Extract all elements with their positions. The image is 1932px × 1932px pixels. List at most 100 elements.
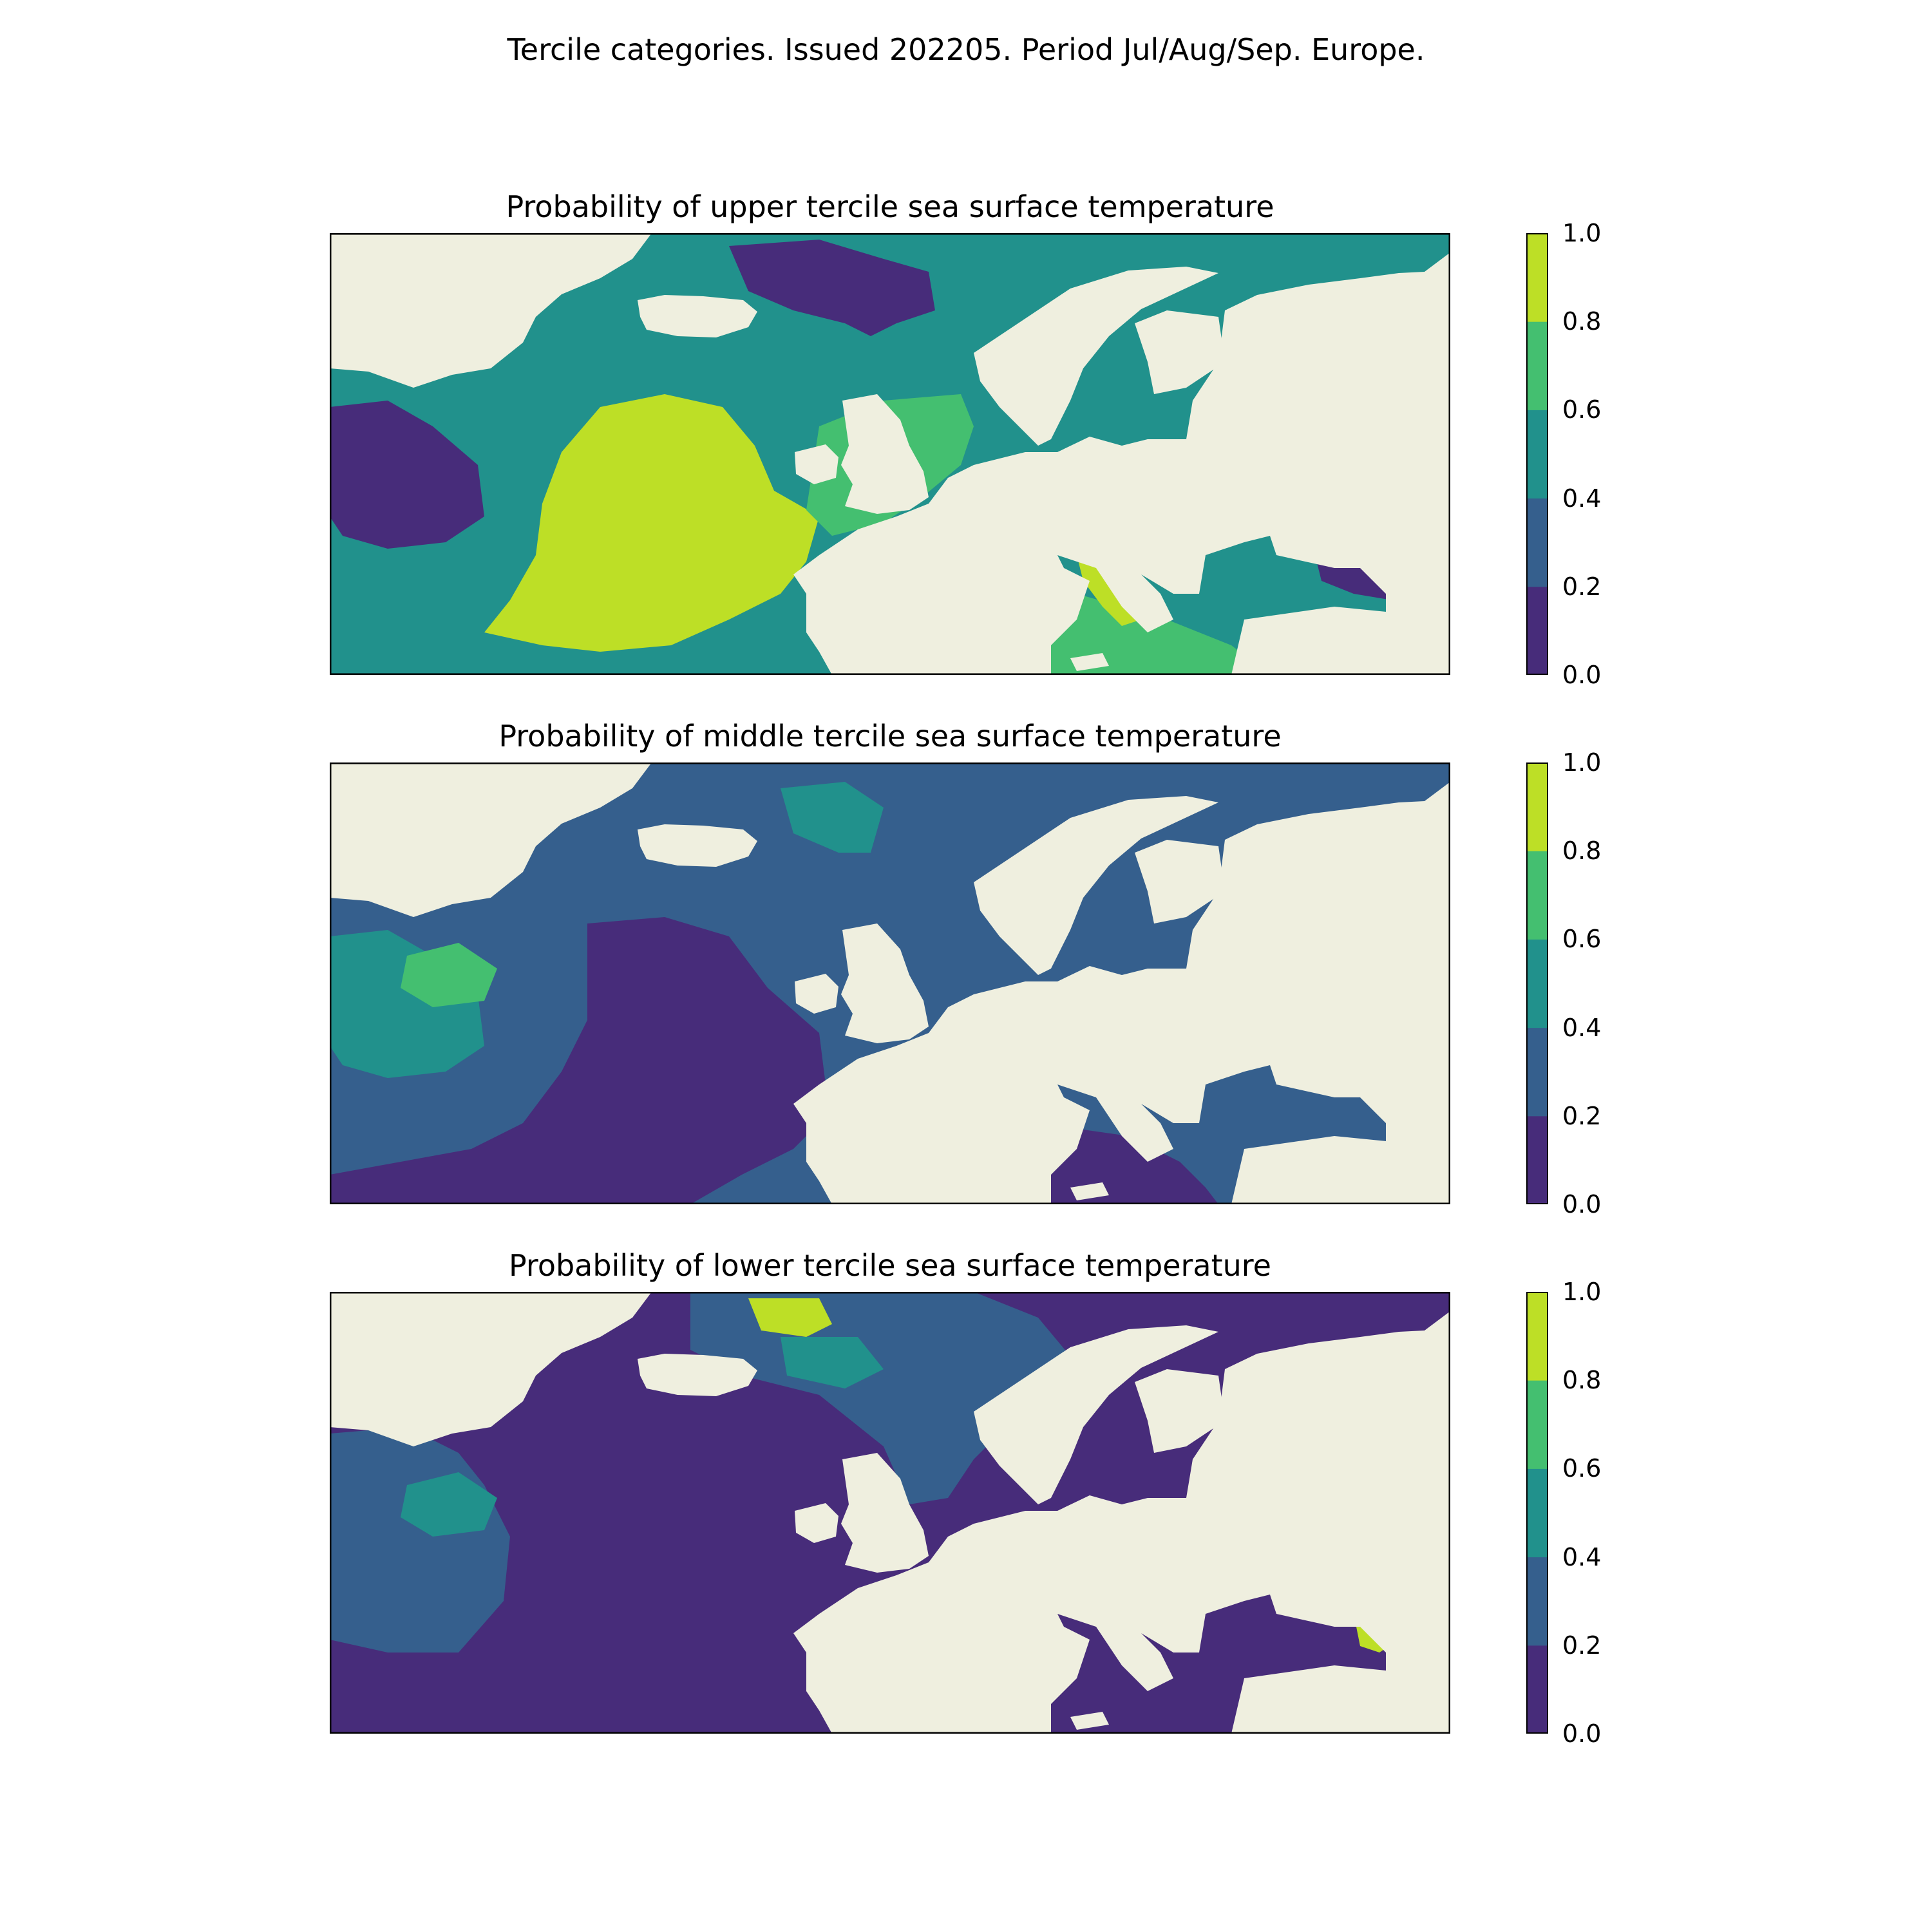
land-iberia	[806, 555, 948, 658]
colorbar-frame	[1526, 762, 1548, 1204]
colorbar-tick-label: 0.0	[1562, 1719, 1602, 1748]
colorbar-segment	[1526, 1115, 1548, 1205]
colorbar-segment	[1526, 762, 1548, 851]
land-crimea	[1283, 536, 1315, 555]
colorbar-tick-label: 0.4	[1562, 1013, 1602, 1042]
land-corsica	[1019, 567, 1032, 598]
colorbar-segment	[1526, 1292, 1548, 1381]
colorbar-middle	[1526, 762, 1548, 1205]
land-crimea	[1283, 1595, 1315, 1614]
land-iceland	[638, 824, 757, 867]
colorbar-tick-label: 0.0	[1562, 1190, 1602, 1218]
land-sicily	[1070, 1712, 1109, 1730]
colorbar-tick-label: 0.2	[1562, 1101, 1602, 1130]
map-upper-tercile	[330, 233, 1450, 675]
contour-region-western-atlantic-patch	[401, 943, 497, 1007]
land-britain	[841, 923, 929, 1043]
colorbar-segment	[1526, 851, 1548, 940]
colorbar-lower	[1526, 1292, 1548, 1734]
panel-title-middle: Probability of middle tercile sea surfac…	[498, 719, 1282, 753]
colorbar-tick-label: 0.6	[1562, 1454, 1602, 1483]
contour-region-denmark-strait	[748, 1298, 832, 1337]
land-greenland	[330, 762, 652, 917]
panel-title-lower: Probability of lower tercile sea surface…	[509, 1248, 1271, 1283]
colorbar-upper	[1526, 233, 1548, 676]
colorbar-tick-label: 1.0	[1562, 748, 1602, 777]
land-mainland	[793, 782, 1450, 1204]
land-iceland	[638, 295, 757, 337]
map-canvas	[330, 233, 1450, 675]
land-anatolia	[1231, 607, 1425, 675]
land-anatolia	[1231, 1136, 1425, 1204]
colorbar-frame	[1526, 1292, 1548, 1734]
land-iberia	[806, 1614, 948, 1717]
contour-region-mediterranean-east	[1038, 1123, 1218, 1204]
colorbar-segment	[1526, 233, 1548, 322]
land-finland	[1135, 840, 1225, 923]
contour-region-central-east-atlantic	[330, 917, 826, 1204]
map-middle-tercile	[330, 762, 1450, 1204]
land-anatolia	[1231, 1665, 1425, 1734]
colorbar-tick-label: 0.6	[1562, 925, 1602, 954]
contour-region-norwegian-sea-north	[729, 240, 935, 336]
colorbar-segment	[1526, 1645, 1548, 1734]
land-scandinavia	[974, 1325, 1218, 1504]
colorbar-tick-label: 0.8	[1562, 1366, 1602, 1395]
colorbar-tick-label: 0.2	[1562, 1631, 1602, 1660]
land-ireland	[795, 1503, 838, 1543]
map-canvas	[330, 762, 1450, 1204]
colorbar-tick-label: 0.6	[1562, 395, 1602, 424]
colorbar-tick-label: 0.4	[1562, 484, 1602, 513]
colorbar-tick-label: 1.0	[1562, 219, 1602, 247]
figure-title: Tercile categories. Issued 202205. Perio…	[507, 32, 1425, 67]
land-scandinavia	[974, 267, 1218, 446]
land-greenland	[330, 233, 652, 388]
land-sardinia	[1018, 1135, 1034, 1166]
contour-region-western-atlantic-patch	[401, 1472, 497, 1537]
map-frame	[330, 762, 1450, 1204]
land-finland	[1135, 1369, 1225, 1453]
land-crimea	[1283, 1065, 1315, 1084]
land-greenland	[330, 1292, 652, 1446]
colorbar-svg	[1526, 233, 1548, 676]
colorbar-segment	[1526, 498, 1548, 587]
colorbar-tick-label: 0.4	[1562, 1542, 1602, 1571]
colorbar-tick-label: 1.0	[1562, 1278, 1602, 1306]
land-corsica	[1019, 1096, 1032, 1127]
land-finland	[1135, 310, 1225, 394]
contour-region-iceland-north	[781, 782, 884, 853]
map-canvas	[330, 1292, 1450, 1734]
land-iberia	[806, 1084, 948, 1188]
land-ireland	[795, 444, 838, 484]
colorbar-segment	[1526, 410, 1548, 499]
land-britain	[841, 1453, 929, 1573]
land-ireland	[795, 974, 838, 1014]
land-britain	[841, 394, 929, 514]
contour-region-central-north-atlantic	[484, 394, 819, 652]
map-frame	[330, 233, 1450, 675]
contour-region-western-atlantic	[330, 401, 484, 549]
land-corsica	[1019, 1625, 1032, 1656]
colorbar-segment	[1526, 586, 1548, 676]
land-scandinavia	[974, 796, 1218, 975]
colorbar-segment	[1526, 1557, 1548, 1646]
colorbar-segment	[1526, 321, 1548, 410]
land-mainland	[793, 252, 1450, 675]
colorbar-segment	[1526, 1380, 1548, 1469]
colorbar-tick-label: 0.8	[1562, 307, 1602, 336]
colorbar-segment	[1526, 939, 1548, 1028]
panel-title-upper: Probability of upper tercile sea surface…	[506, 189, 1274, 224]
colorbar-tick-label: 0.0	[1562, 661, 1602, 689]
colorbar-svg	[1526, 1292, 1548, 1734]
land-sicily	[1070, 1182, 1109, 1200]
colorbar-tick-label: 0.8	[1562, 837, 1602, 866]
colorbar-segment	[1526, 1027, 1548, 1117]
colorbar-tick-label: 0.2	[1562, 572, 1602, 601]
colorbar-svg	[1526, 762, 1548, 1205]
land-sicily	[1070, 653, 1109, 671]
land-sardinia	[1018, 605, 1034, 636]
colorbar-segment	[1526, 1468, 1548, 1558]
colorbar-frame	[1526, 233, 1548, 675]
land-iceland	[638, 1354, 757, 1396]
map-lower-tercile	[330, 1292, 1450, 1734]
